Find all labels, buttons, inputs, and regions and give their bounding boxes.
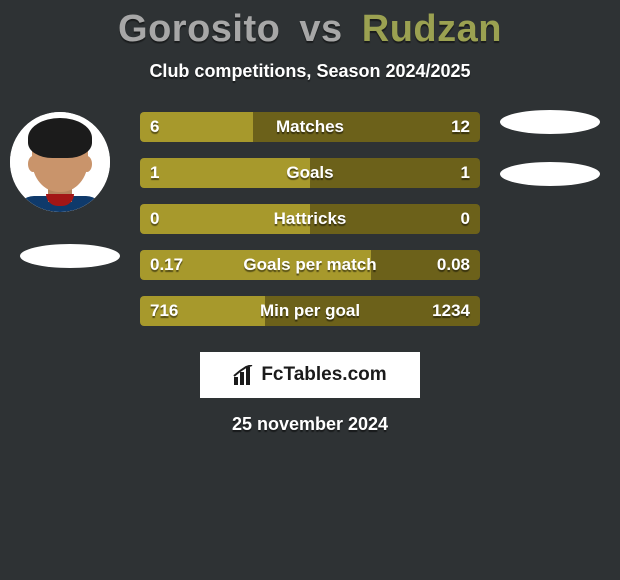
stat-label: Goals per match xyxy=(140,250,480,280)
page-title: Gorosito vs Rudzan xyxy=(0,0,620,51)
stat-row: 0.170.08Goals per match xyxy=(140,250,480,280)
stat-row: 00Hattricks xyxy=(140,204,480,234)
stat-label: Goals xyxy=(140,158,480,188)
stat-label: Min per goal xyxy=(140,296,480,326)
player-left-name-tag xyxy=(20,244,120,268)
title-left-name: Gorosito xyxy=(118,8,280,50)
brand-text: FcTables.com xyxy=(261,364,386,386)
brand-box[interactable]: FcTables.com xyxy=(200,352,420,398)
stat-bars: 612Matches 11Goals 00Hattricks 0.170.08Goal… xyxy=(140,112,480,342)
date-line: 25 november 2024 xyxy=(0,414,620,435)
stat-row: 612Matches xyxy=(140,112,480,142)
player-left-avatar xyxy=(10,112,110,212)
stat-row: 7161234Min per goal xyxy=(140,296,480,326)
title-separator: vs xyxy=(299,8,342,51)
stat-row: 11Goals xyxy=(140,158,480,188)
stat-label: Matches xyxy=(140,112,480,142)
brand-rest: Tables.com xyxy=(284,364,387,385)
player-right-name-tag-2 xyxy=(500,162,600,186)
subtitle: Club competitions, Season 2024/2025 xyxy=(0,61,620,82)
title-right-name: Rudzan xyxy=(362,8,502,50)
player-right-name-tag-1 xyxy=(500,110,600,134)
stat-label: Hattricks xyxy=(140,204,480,234)
brand-bars-icon xyxy=(233,365,255,385)
brand-prefix: Fc xyxy=(261,364,283,385)
